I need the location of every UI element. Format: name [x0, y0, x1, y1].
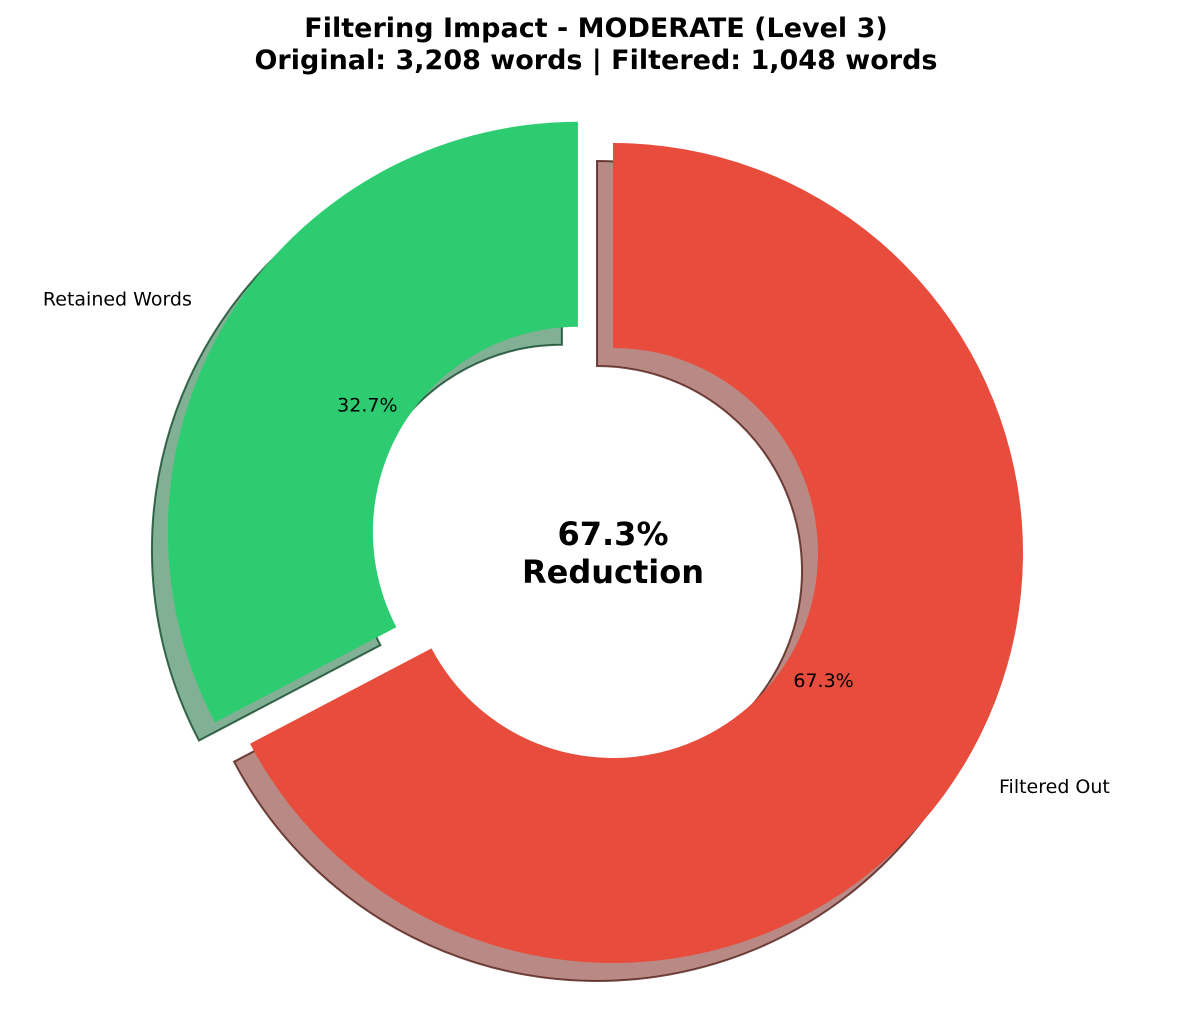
pct-label-filtered-out: 67.3% — [793, 670, 853, 692]
slice-label-filtered-out: Filtered Out — [999, 776, 1110, 798]
slice-label-retained-words: Retained Words — [43, 289, 192, 311]
slice-retained-words — [167, 121, 578, 723]
pct-label-retained-words: 32.7% — [337, 395, 397, 417]
slice-filtered-out — [250, 143, 1023, 964]
donut-slices — [167, 121, 1023, 964]
center-value: 67.3% — [557, 515, 668, 553]
chart-subtitle: Original: 3,208 words | Filtered: 1,048 … — [254, 45, 937, 76]
chart-title: Filtering Impact - MODERATE (Level 3) — [304, 13, 887, 44]
slice-labels: 32.7% Retained Words 67.3% Filtered Out — [43, 289, 1110, 799]
center-caption: Reduction — [522, 553, 704, 591]
